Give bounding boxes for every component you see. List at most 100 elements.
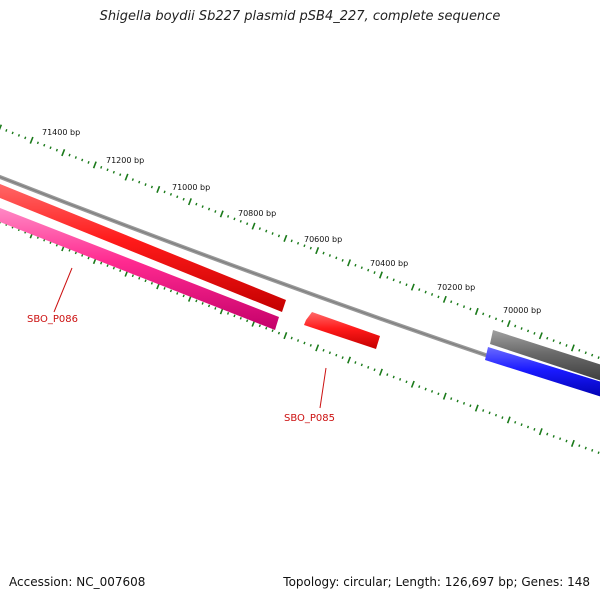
outer-ruler-minor-tick bbox=[233, 217, 236, 221]
outer-ruler-minor-tick bbox=[546, 336, 549, 340]
outer-ruler-major-tick bbox=[156, 185, 161, 193]
ruler-label-71400: 71400 bp bbox=[42, 128, 80, 137]
outer-ruler-minor-tick bbox=[55, 148, 58, 152]
inner-ruler-minor-tick bbox=[488, 411, 491, 415]
inner-ruler-minor-tick bbox=[578, 444, 581, 448]
inner-ruler-minor-tick bbox=[335, 353, 338, 357]
outer-ruler-minor-tick bbox=[418, 288, 421, 291]
inner-ruler-minor-tick bbox=[584, 446, 587, 450]
inner-ruler-minor-tick bbox=[386, 373, 389, 376]
outer-ruler-major-tick bbox=[92, 161, 97, 169]
outer-ruler-minor-tick bbox=[195, 202, 198, 206]
inner-ruler-minor-tick bbox=[546, 432, 549, 436]
outer-ruler-minor-tick bbox=[74, 156, 77, 159]
outer-ruler-minor-tick bbox=[43, 143, 46, 147]
inner-ruler-minor-tick bbox=[341, 356, 344, 360]
inner-ruler-minor-tick bbox=[501, 416, 504, 419]
outer-ruler-minor-tick bbox=[11, 131, 14, 135]
gene-sbo-p086[interactable] bbox=[0, 206, 279, 330]
gene-gray-right[interactable] bbox=[490, 330, 600, 382]
outer-ruler-major-tick bbox=[283, 234, 288, 242]
outer-ruler-minor-tick bbox=[24, 136, 27, 140]
outer-ruler-minor-tick bbox=[591, 353, 594, 357]
outer-ruler-major-tick bbox=[0, 124, 3, 131]
accession-text: Accession: NC_007608 bbox=[9, 575, 146, 589]
inner-ruler-minor-tick bbox=[87, 256, 90, 260]
outer-ruler-minor-tick bbox=[290, 239, 293, 243]
outer-ruler-minor-tick bbox=[265, 229, 268, 233]
outer-ruler-minor-tick bbox=[437, 295, 440, 299]
outer-ruler-major-tick bbox=[442, 295, 447, 303]
outer-ruler-minor-tick bbox=[112, 170, 115, 174]
inner-ruler-major-tick bbox=[506, 416, 511, 424]
inner-ruler-minor-tick bbox=[138, 276, 141, 280]
inner-ruler-minor-tick bbox=[81, 254, 84, 257]
inner-ruler-major-tick bbox=[570, 439, 575, 447]
outer-ruler-minor-tick bbox=[144, 183, 147, 186]
outer-ruler-minor-tick bbox=[405, 283, 408, 287]
inner-ruler-major-tick bbox=[442, 392, 447, 400]
outer-ruler-minor-tick bbox=[367, 268, 370, 272]
outer-ruler-major-tick bbox=[538, 332, 543, 340]
leader-line-sbo-p086 bbox=[53, 267, 73, 313]
inner-ruler-minor-tick bbox=[163, 286, 166, 290]
outer-ruler-minor-tick bbox=[207, 207, 211, 211]
outer-ruler-major-tick bbox=[315, 247, 320, 255]
inner-ruler-minor-tick bbox=[303, 341, 306, 345]
inner-ruler-major-tick bbox=[347, 356, 352, 364]
inner-ruler-minor-tick bbox=[55, 243, 58, 247]
inner-ruler-minor-tick bbox=[119, 269, 122, 273]
inner-ruler-minor-tick bbox=[106, 264, 109, 267]
inner-ruler-minor-tick bbox=[322, 348, 325, 352]
outer-ruler-major-tick bbox=[410, 283, 415, 291]
outer-ruler-minor-tick bbox=[119, 173, 122, 177]
leader-line-sbo-p085 bbox=[319, 367, 327, 409]
outer-ruler-minor-tick bbox=[68, 153, 71, 157]
outer-ruler-major-tick bbox=[570, 344, 575, 352]
outer-ruler-minor-tick bbox=[552, 339, 555, 342]
outer-ruler-minor-tick bbox=[17, 134, 21, 137]
inner-ruler-minor-tick bbox=[559, 437, 562, 441]
outer-ruler-minor-tick bbox=[392, 278, 395, 282]
outer-ruler-minor-tick bbox=[565, 344, 568, 347]
inner-ruler-minor-tick bbox=[437, 392, 440, 396]
outer-ruler-minor-tick bbox=[597, 356, 600, 359]
gene-sbo-p085[interactable] bbox=[304, 312, 380, 349]
outer-ruler-minor-tick bbox=[494, 317, 498, 321]
outer-ruler-minor-tick bbox=[296, 241, 300, 245]
gene-red-forward-large[interactable] bbox=[0, 182, 286, 312]
summary-text: Topology: circular; Length: 126,697 bp; … bbox=[283, 575, 590, 589]
outer-ruler-minor-tick bbox=[150, 185, 153, 189]
outer-ruler-minor-tick bbox=[482, 312, 485, 316]
outer-ruler-minor-tick bbox=[36, 141, 39, 145]
outer-ruler-minor-tick bbox=[176, 195, 179, 199]
outer-ruler-minor-tick bbox=[559, 341, 562, 345]
inner-ruler-minor-tick bbox=[591, 448, 594, 452]
inner-ruler-minor-tick bbox=[399, 378, 402, 381]
outer-ruler-minor-tick bbox=[227, 215, 230, 218]
outer-ruler-minor-tick bbox=[501, 319, 504, 323]
ruler-label-71000: 71000 bp bbox=[172, 183, 210, 192]
outer-ruler-minor-tick bbox=[469, 307, 472, 311]
gene-blue-right[interactable] bbox=[485, 347, 600, 398]
outer-ruler-minor-tick bbox=[163, 190, 166, 194]
outer-ruler-minor-tick bbox=[277, 234, 281, 238]
outer-ruler-minor-tick bbox=[533, 331, 536, 335]
inner-ruler-minor-tick bbox=[482, 409, 485, 412]
outer-tick-ruler bbox=[0, 124, 600, 359]
outer-ruler-minor-tick bbox=[303, 244, 306, 248]
ruler-label-70600: 70600 bp bbox=[304, 235, 342, 244]
outer-ruler-minor-tick bbox=[335, 256, 338, 260]
ruler-label-70000: 70000 bp bbox=[503, 306, 541, 315]
outer-ruler-minor-tick bbox=[354, 263, 357, 267]
inner-ruler-minor-tick bbox=[258, 324, 261, 328]
outer-ruler-minor-tick bbox=[201, 205, 204, 208]
outer-ruler-minor-tick bbox=[106, 168, 109, 172]
outer-ruler-minor-tick bbox=[328, 254, 331, 257]
outer-ruler-minor-tick bbox=[584, 351, 587, 355]
inner-ruler-minor-tick bbox=[552, 435, 555, 438]
ruler-label-71200: 71200 bp bbox=[106, 156, 144, 165]
inner-ruler-minor-tick bbox=[246, 319, 249, 323]
inner-ruler-minor-tick bbox=[456, 399, 459, 403]
outer-ruler-minor-tick bbox=[169, 192, 173, 196]
